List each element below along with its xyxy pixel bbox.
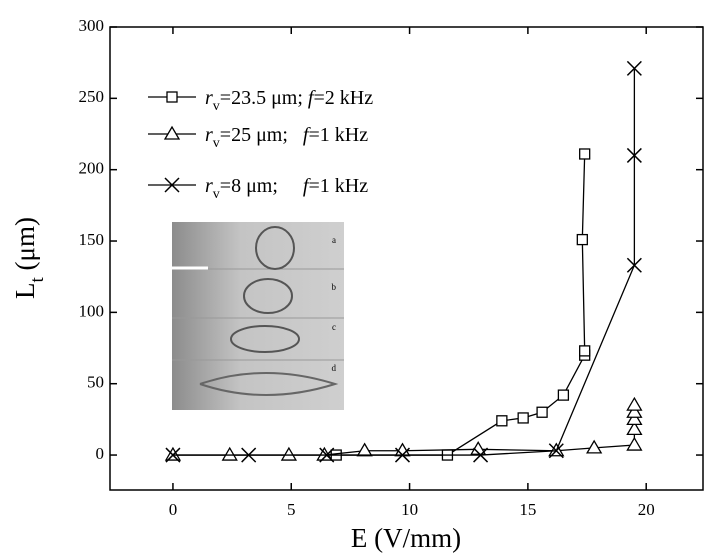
legend-label: rv=25 μm; f=1 kHz [205, 124, 368, 151]
marker [356, 442, 373, 457]
inset-photo [172, 222, 344, 410]
marker [586, 439, 603, 454]
plot-frame [109, 26, 704, 491]
marker [496, 415, 508, 427]
marker [557, 389, 570, 401]
y-tick-label: 50 [87, 373, 104, 392]
marker [579, 345, 591, 357]
marker [626, 396, 643, 411]
marker [626, 147, 642, 163]
x-tick-label: 0 [169, 500, 178, 519]
marker [576, 233, 588, 246]
y-tick-label: 300 [79, 16, 105, 35]
x-tick-label: 5 [287, 500, 296, 519]
x-tick-label: 10 [401, 500, 418, 519]
legend-label: rv=23.5 μm; f=2 kHz [205, 87, 373, 114]
marker [626, 60, 642, 76]
marker [280, 446, 298, 461]
inset-label: c [332, 322, 336, 332]
marker [473, 447, 489, 463]
marker [579, 148, 591, 160]
marker [241, 447, 257, 463]
series-line [336, 153, 586, 456]
marker [517, 412, 529, 424]
marker [221, 446, 238, 461]
marker [626, 436, 643, 451]
x-tick-label: 15 [519, 500, 536, 519]
y-axis-label: Lt (μm) [10, 217, 48, 299]
marker [165, 447, 181, 463]
inset-label: d [332, 363, 337, 373]
inset-label: a [332, 235, 336, 245]
y-tick-label: 150 [79, 230, 105, 249]
x-axis-label: E (V/mm) [351, 523, 461, 553]
y-tick-label: 250 [79, 87, 105, 106]
legend-marker [166, 91, 178, 103]
marker [394, 447, 411, 463]
y-tick-label: 0 [96, 444, 105, 463]
marker [319, 447, 335, 463]
marker [536, 406, 548, 418]
inset-label: b [332, 282, 337, 292]
marker [548, 443, 564, 459]
legend-marker [164, 177, 180, 193]
marker [626, 421, 643, 436]
marker [626, 403, 643, 418]
y-tick-label: 200 [79, 159, 105, 178]
marker [626, 411, 643, 426]
legend-marker [163, 125, 181, 140]
y-tick-label: 100 [79, 301, 105, 320]
marker [626, 257, 642, 273]
x-tick-label: 20 [638, 500, 655, 519]
legend-label: rv=8 μm; f=1 kHz [205, 175, 368, 202]
